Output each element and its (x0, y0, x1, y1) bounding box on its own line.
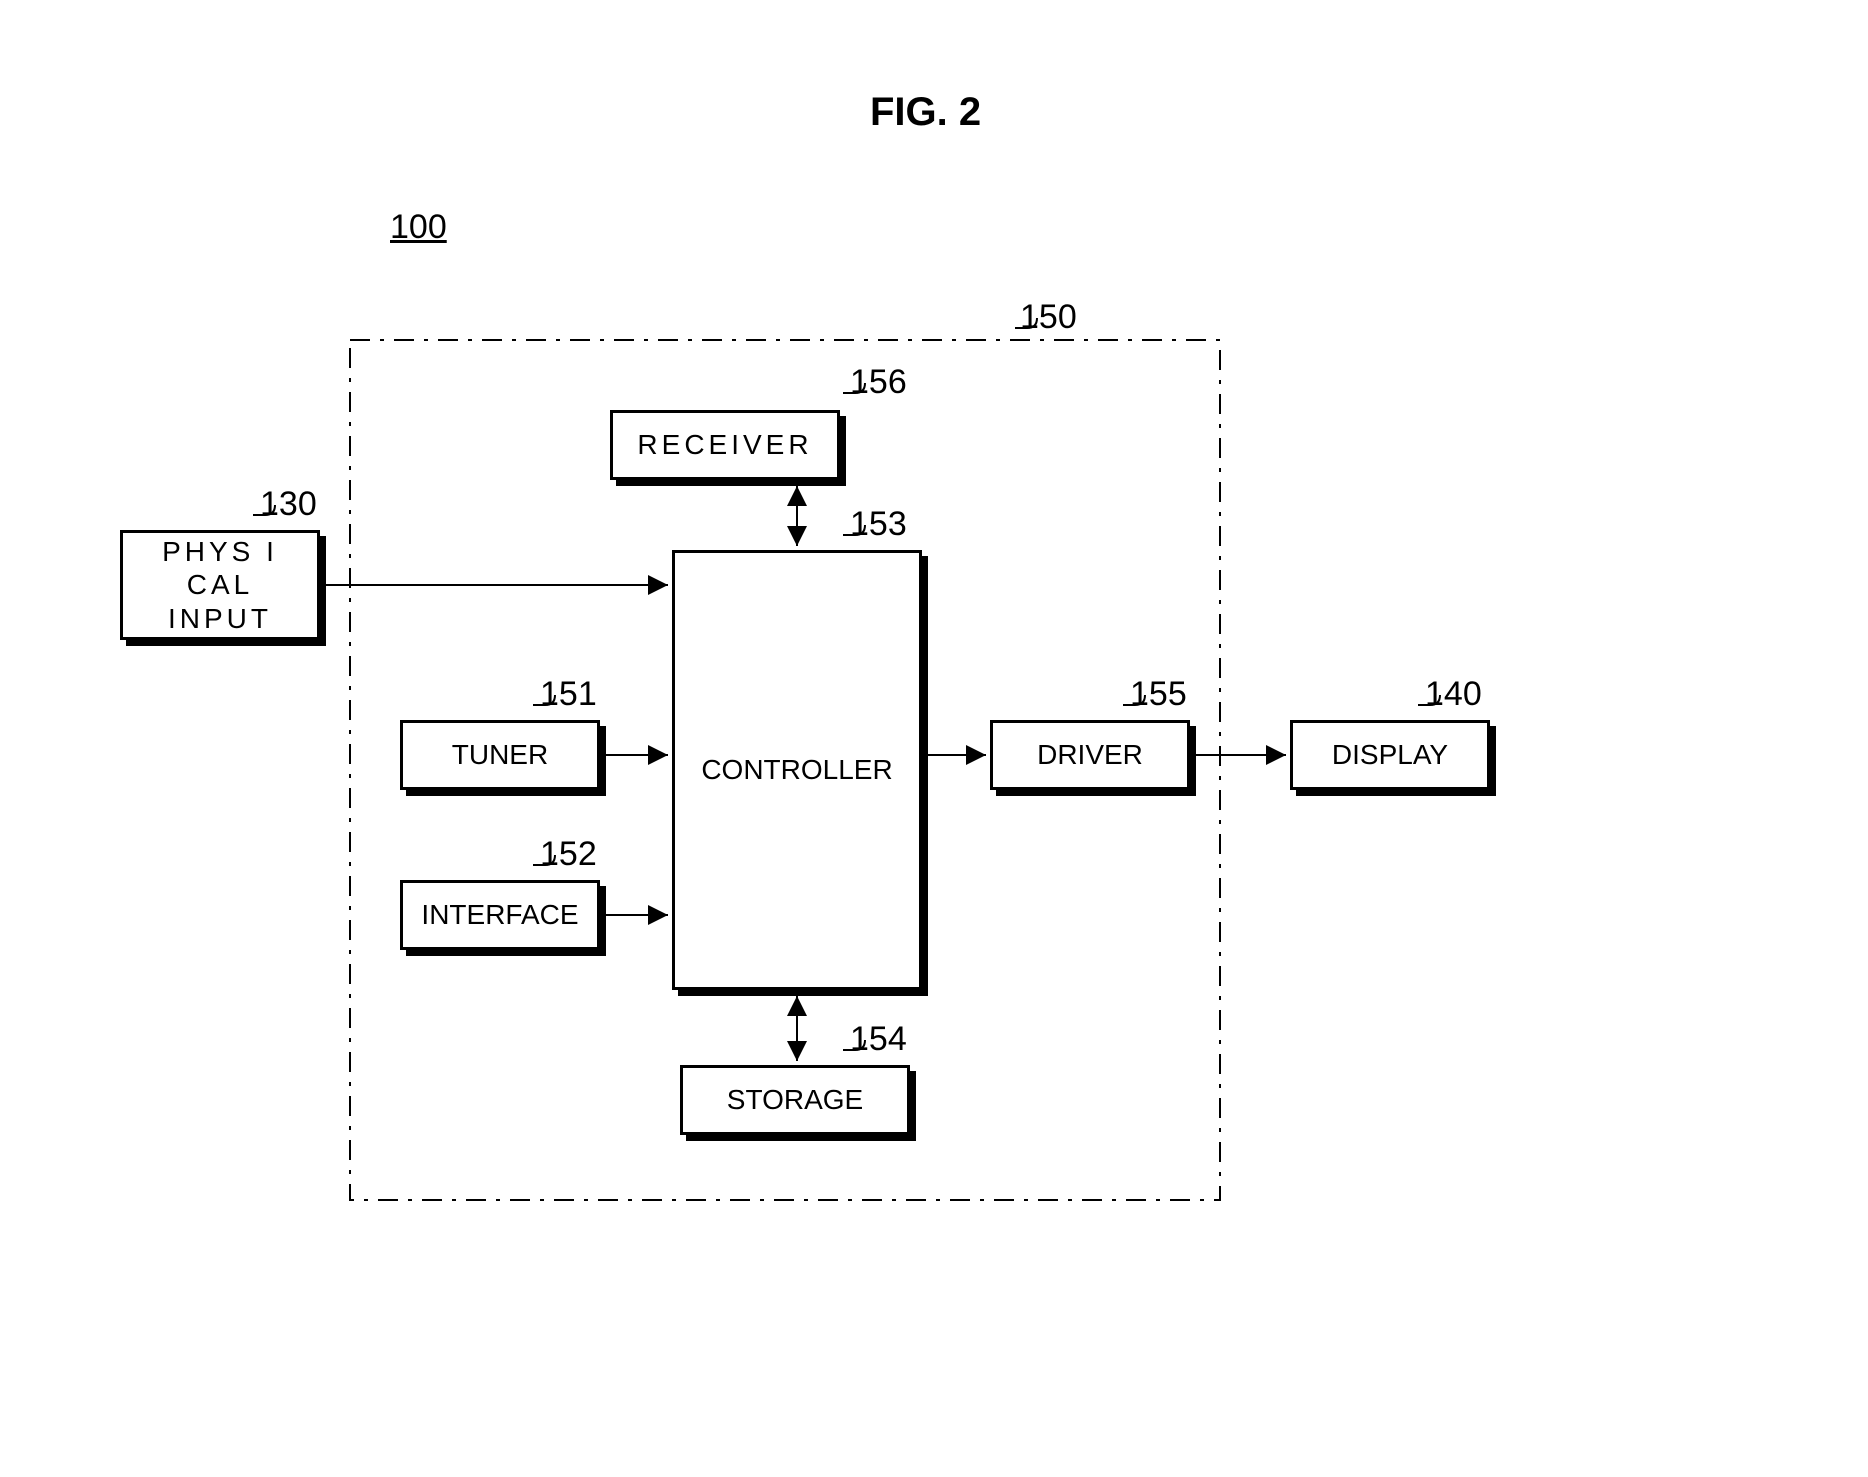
ref-153: 153 (850, 505, 907, 544)
ref-152: 152 (540, 835, 597, 874)
block-tuner-label: TUNER (452, 738, 548, 772)
block-physical-input-label: PHYS I CAL INPUT (123, 535, 317, 636)
ref-140: 140 (1425, 675, 1482, 714)
ref-155: 155 (1130, 675, 1187, 714)
ref-150: 150 (1020, 298, 1077, 337)
block-tuner: TUNER (400, 720, 600, 790)
block-display-label: DISPLAY (1332, 738, 1448, 772)
diagram-svg (0, 0, 1868, 1477)
block-receiver: RECEIVER (610, 410, 840, 480)
block-storage-label: STORAGE (727, 1083, 863, 1117)
block-driver-label: DRIVER (1037, 738, 1143, 772)
ref-151: 151 (540, 675, 597, 714)
block-display: DISPLAY (1290, 720, 1490, 790)
block-driver: DRIVER (990, 720, 1190, 790)
ref-156: 156 (850, 363, 907, 402)
ref-130: 130 (260, 485, 317, 524)
ref-154: 154 (850, 1020, 907, 1059)
block-physical-input: PHYS I CAL INPUT (120, 530, 320, 640)
block-controller-label: CONTROLLER (701, 753, 892, 787)
block-receiver-label: RECEIVER (637, 428, 812, 462)
block-interface-label: INTERFACE (421, 898, 578, 932)
block-controller: CONTROLLER (672, 550, 922, 990)
block-storage: STORAGE (680, 1065, 910, 1135)
block-interface: INTERFACE (400, 880, 600, 950)
